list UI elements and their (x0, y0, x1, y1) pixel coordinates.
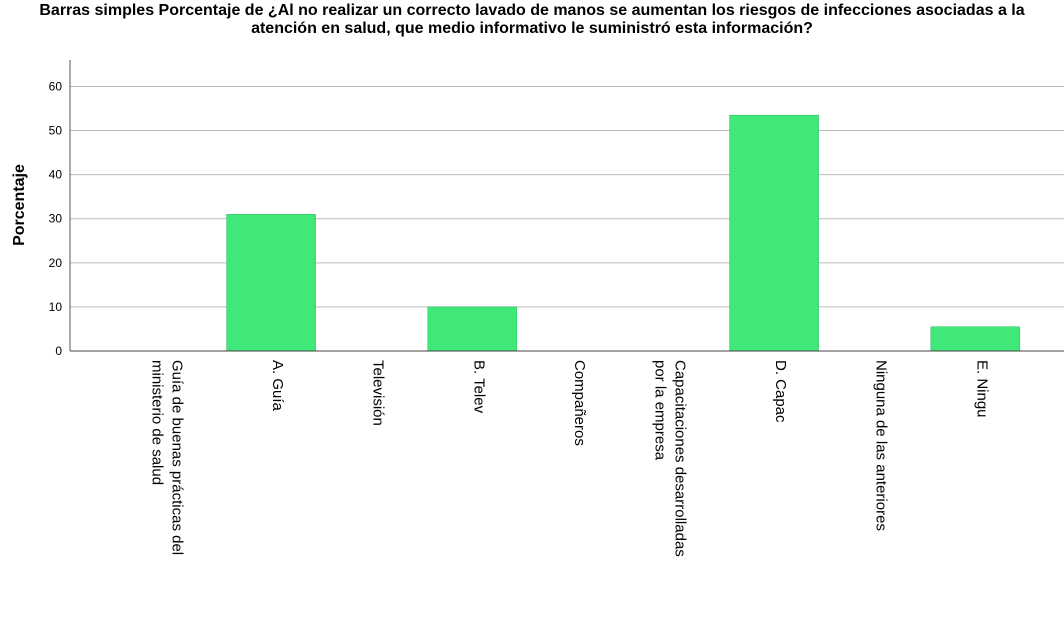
y-tick-label: 40 (49, 168, 63, 182)
bar (427, 306, 518, 352)
bar (729, 114, 819, 352)
y-tick-label: 30 (49, 212, 63, 226)
y-axis-label: Porcentaje (11, 164, 28, 246)
y-tick-label: 0 (55, 344, 62, 358)
x-tick-label: Guía de buenas prácticas delministerio d… (149, 360, 186, 555)
y-tick-label: 60 (49, 79, 63, 93)
x-tick-label: E. Ningu (973, 360, 990, 418)
bar (226, 214, 316, 352)
x-tick-label: D. Capac (772, 360, 789, 423)
x-tick-label: Televisión (370, 360, 387, 426)
x-tick-label: A. Guía (269, 360, 286, 412)
bar (930, 326, 1021, 352)
x-tick-label: Compañeros (571, 360, 588, 446)
chart-title: Barras simples Porcentaje de ¿Al no real… (39, 2, 1025, 37)
y-tick-label: 10 (49, 300, 63, 314)
y-tick-label: 20 (49, 256, 63, 270)
x-tick-label: Ninguna de las anteriores (873, 360, 890, 531)
x-tick-label: Capacitaciones desarrolladaspor la empre… (652, 360, 689, 557)
x-tick-label: B. Telev (470, 360, 487, 414)
y-tick-label: 50 (49, 124, 63, 138)
